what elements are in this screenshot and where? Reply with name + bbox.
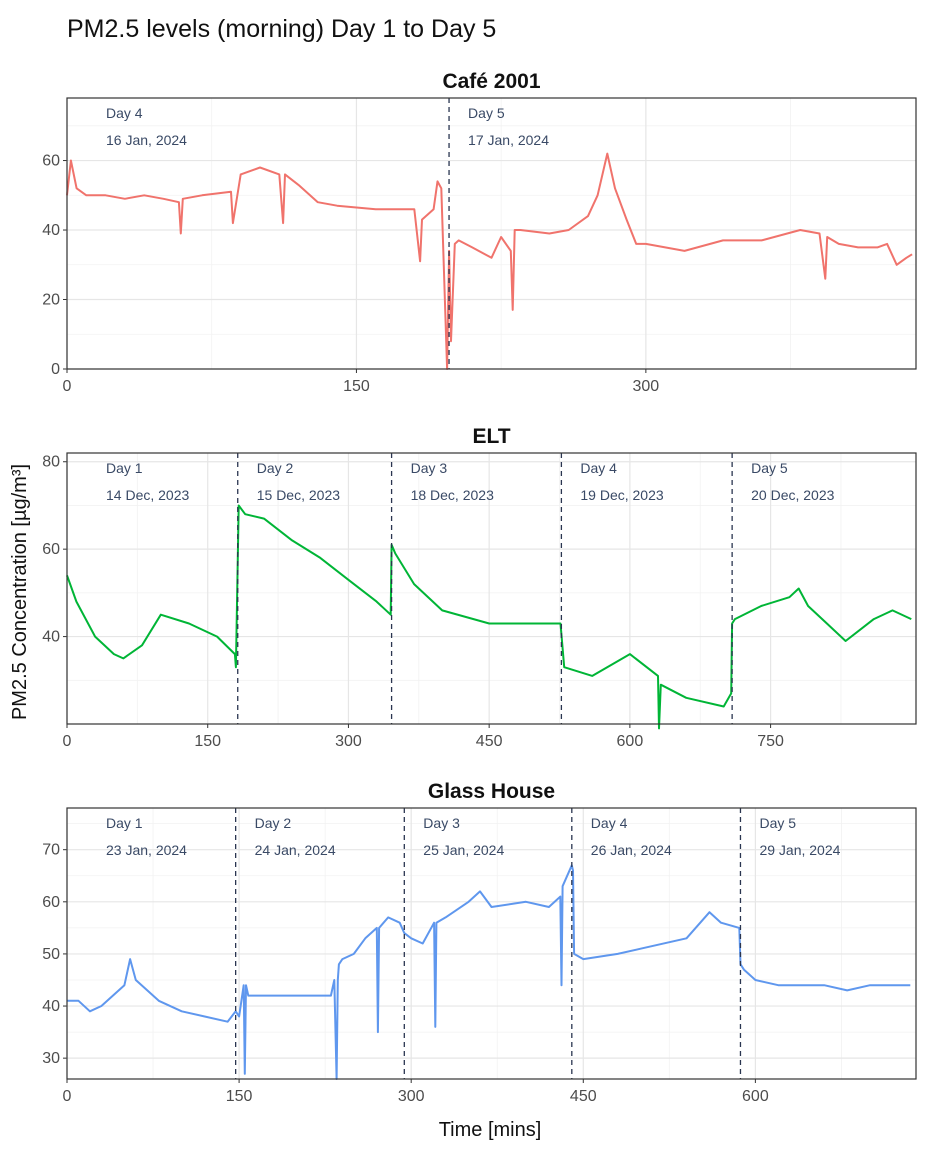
panel-title: ELT xyxy=(472,425,510,448)
day-date-label: 14 Dec, 2023 xyxy=(106,487,189,503)
y-axis-title: PM2.5 Concentration [µg/m³] xyxy=(9,464,31,720)
day-name-label: Day 3 xyxy=(423,815,460,831)
x-tick-label: 300 xyxy=(633,378,660,395)
x-axis-title: Time [mins] xyxy=(439,1119,542,1141)
series-line xyxy=(67,864,911,1080)
y-tick-label: 20 xyxy=(42,292,60,309)
day-date-label: 17 Jan, 2024 xyxy=(468,132,549,148)
day-name-label: Day 3 xyxy=(411,460,448,476)
day-date-label: 24 Jan, 2024 xyxy=(255,842,336,858)
day-name-label: Day 4 xyxy=(106,105,143,121)
day-date-label: 29 Jan, 2024 xyxy=(759,842,840,858)
x-tick-label: 0 xyxy=(63,1088,72,1105)
day-date-label: 15 Dec, 2023 xyxy=(257,487,340,503)
x-tick-label: 150 xyxy=(226,1088,253,1105)
day-name-label: Day 5 xyxy=(759,815,796,831)
day-date-label: 16 Jan, 2024 xyxy=(106,132,187,148)
day-name-label: Day 1 xyxy=(106,815,143,831)
day-name-label: Day 5 xyxy=(468,105,505,121)
day-date-label: 23 Jan, 2024 xyxy=(106,842,187,858)
panel-title: Café 2001 xyxy=(442,70,540,93)
panel-2: 30 40 50 60 70 0 150 300 450 600 Day 1 23 Jan, 2024… xyxy=(42,780,917,1105)
x-tick-label: 600 xyxy=(742,1088,769,1105)
day-name-label: Day 1 xyxy=(106,460,143,476)
y-tick-label: 60 xyxy=(42,153,60,170)
day-name-label: Day 2 xyxy=(255,815,292,831)
day-date-label: 19 Dec, 2023 xyxy=(580,487,663,503)
y-tick-label: 70 xyxy=(42,842,60,859)
y-tick-label: 0 xyxy=(51,361,60,378)
y-tick-label: 40 xyxy=(42,998,60,1015)
x-tick-label: 450 xyxy=(570,1088,597,1105)
x-tick-label: 450 xyxy=(476,733,503,750)
y-tick-label: 40 xyxy=(42,222,60,239)
day-date-label: 20 Dec, 2023 xyxy=(751,487,834,503)
x-tick-label: 750 xyxy=(757,733,784,750)
day-name-label: Day 4 xyxy=(580,460,617,476)
chart-title: PM2.5 levels (morning) Day 1 to Day 5 xyxy=(67,15,496,43)
day-name-label: Day 5 xyxy=(751,460,788,476)
panel-border xyxy=(66,97,917,370)
y-tick-label: 60 xyxy=(42,894,60,911)
y-tick-label: 30 xyxy=(42,1050,60,1067)
day-name-label: Day 2 xyxy=(257,460,294,476)
y-tick-label: 40 xyxy=(42,629,60,646)
panel-0: 0 20 40 60 0 150 300 Day 4 16 Jan, 2024 Day 5 17 J… xyxy=(42,70,917,395)
x-tick-label: 300 xyxy=(398,1088,425,1105)
x-tick-label: 600 xyxy=(617,733,644,750)
day-date-label: 25 Jan, 2024 xyxy=(423,842,504,858)
panel-border xyxy=(66,807,917,1080)
series-line xyxy=(66,152,913,370)
panel-title: Glass House xyxy=(428,780,555,803)
panel-1: 40 60 80 0 150 300 450 600 750 Day 1 14 Dec, 2023 D… xyxy=(42,425,917,750)
x-tick-label: 300 xyxy=(335,733,362,750)
series-line xyxy=(66,504,912,730)
x-tick-label: 150 xyxy=(194,733,221,750)
y-tick-label: 50 xyxy=(42,946,60,963)
x-tick-label: 150 xyxy=(343,378,370,395)
x-tick-label: 0 xyxy=(63,378,72,395)
y-tick-label: 80 xyxy=(42,454,60,471)
x-tick-label: 0 xyxy=(63,733,72,750)
day-date-label: 26 Jan, 2024 xyxy=(591,842,672,858)
day-name-label: Day 4 xyxy=(591,815,628,831)
panel-border xyxy=(66,452,917,725)
day-date-label: 18 Dec, 2023 xyxy=(411,487,494,503)
y-tick-label: 60 xyxy=(42,541,60,558)
